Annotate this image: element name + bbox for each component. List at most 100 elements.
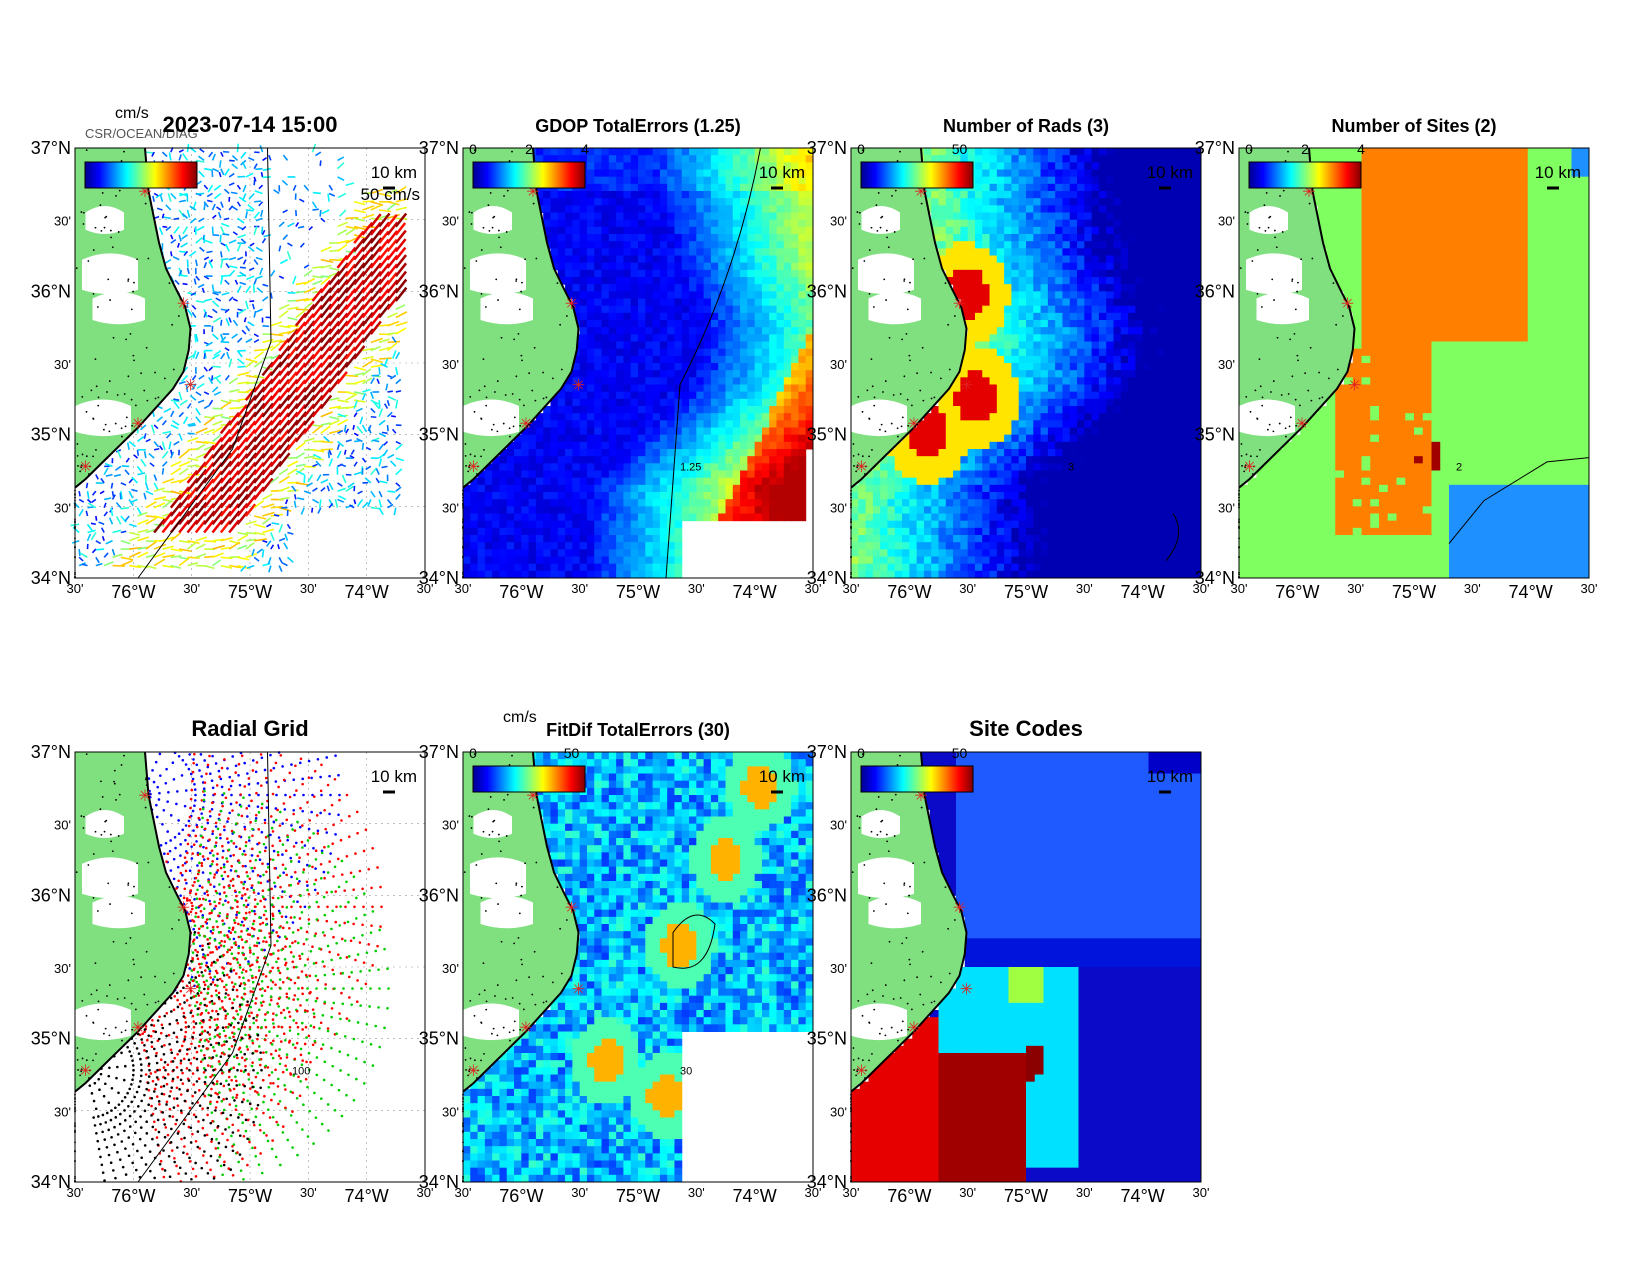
field-cell	[608, 363, 617, 371]
field-cell	[909, 456, 918, 464]
field-cell	[477, 535, 486, 543]
coast-dot	[478, 389, 481, 392]
field-cell	[1018, 384, 1027, 393]
field-cell	[630, 327, 639, 335]
field-cell	[725, 298, 734, 307]
current-vector	[262, 283, 269, 287]
field-cell	[557, 413, 566, 421]
field-cell	[938, 434, 947, 443]
field-cell	[909, 506, 918, 514]
field-cell	[586, 470, 595, 479]
field-cell	[572, 284, 581, 292]
current-vector	[130, 498, 138, 504]
coast-dot	[475, 260, 478, 262]
field-cell	[696, 255, 705, 264]
field-cell	[572, 449, 581, 457]
field-cell	[1040, 219, 1049, 228]
field-cell	[769, 291, 778, 299]
current-vector	[224, 347, 230, 352]
field-cell	[776, 205, 785, 213]
field-cell	[630, 549, 639, 557]
field-cell	[754, 320, 763, 328]
field-cell	[1033, 535, 1042, 543]
field-cell	[989, 370, 998, 378]
field-cell	[601, 363, 610, 371]
current-vector	[170, 479, 183, 484]
field-cell	[638, 456, 646, 464]
field-cell	[696, 413, 705, 421]
current-vector	[86, 498, 92, 504]
field-cell	[858, 513, 867, 522]
field-cell	[623, 499, 632, 507]
field-cell	[916, 513, 925, 522]
field-cell	[572, 456, 581, 464]
current-vector	[136, 507, 143, 516]
current-vector	[211, 226, 214, 235]
field-cell	[623, 570, 632, 579]
field-cell	[740, 384, 748, 393]
field-cell	[953, 262, 961, 271]
field-cell	[674, 320, 683, 328]
field-cell	[565, 148, 573, 156]
field-cell	[1018, 556, 1027, 565]
field-cell	[710, 277, 719, 285]
field-cell	[681, 492, 690, 500]
field-cell	[1033, 176, 1042, 185]
field-cell	[652, 255, 661, 264]
field-cell	[601, 291, 610, 299]
field-cell	[1026, 542, 1034, 550]
field-cell	[851, 570, 859, 579]
field-cell	[594, 542, 603, 550]
coast-dot	[515, 278, 518, 281]
field-cell	[747, 234, 756, 242]
field-cell	[543, 513, 551, 522]
field-cell	[667, 363, 675, 371]
field-cell	[761, 284, 770, 292]
field-cell	[572, 441, 581, 450]
field-cell	[916, 456, 925, 464]
field-cell	[1033, 155, 1042, 163]
field-cell	[616, 384, 624, 393]
field-cell	[506, 484, 515, 493]
field-cell	[916, 549, 925, 557]
field-cell	[967, 492, 976, 500]
field-cell	[594, 427, 603, 436]
field-cell	[484, 535, 493, 543]
field-cell	[586, 162, 595, 170]
field-cell	[718, 162, 726, 170]
field-cell	[725, 456, 734, 464]
coast-dot	[512, 425, 515, 428]
field-cell	[659, 191, 668, 199]
field-cell	[616, 169, 624, 178]
coast-dot	[171, 323, 174, 326]
field-cell	[967, 341, 976, 350]
field-cell	[747, 298, 756, 307]
field-cell	[696, 484, 705, 493]
current-vector	[162, 554, 175, 559]
field-cell	[674, 363, 683, 371]
field-cell	[616, 527, 624, 536]
field-cell	[638, 363, 646, 371]
field-cell	[953, 413, 961, 421]
current-vector	[212, 353, 220, 360]
field-cell	[579, 499, 588, 507]
field-cell	[1004, 320, 1012, 328]
field-cell	[557, 262, 566, 271]
field-cell	[989, 262, 998, 271]
field-cell	[543, 148, 551, 156]
field-cell	[689, 327, 697, 335]
field-cell	[1033, 341, 1042, 350]
field-cell	[696, 427, 705, 436]
field-cell	[499, 542, 508, 550]
field-cell	[630, 312, 639, 321]
field-cell	[623, 291, 632, 299]
current-vector	[211, 494, 224, 509]
field-cell	[872, 535, 881, 543]
field-cell	[594, 413, 603, 421]
field-cell	[623, 398, 632, 407]
field-cell	[601, 542, 610, 550]
field-cell	[689, 398, 697, 407]
field-cell	[776, 284, 785, 292]
field-cell	[1011, 241, 1020, 249]
current-vector	[212, 544, 226, 550]
